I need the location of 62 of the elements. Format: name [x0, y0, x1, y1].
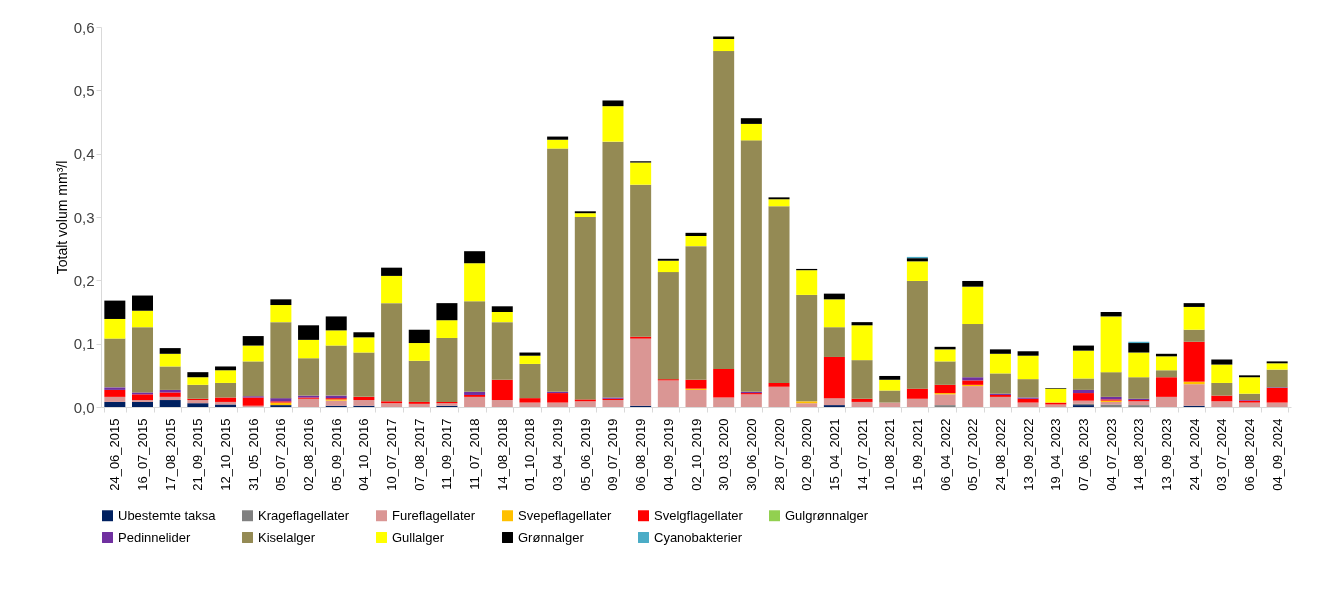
x-tick-label: 14_07_2021 — [854, 418, 870, 491]
x-tick-label: 24_06_2015 — [107, 418, 123, 491]
legend-label: Gulgrønnalger — [785, 507, 869, 523]
legend-label: Grønnalger — [518, 529, 585, 545]
x-tick-label: 31_05_2016 — [245, 418, 261, 491]
legend-label: Svepeflagellater — [518, 507, 612, 523]
x-tick-label: 03_04_2019 — [550, 418, 566, 491]
legend-label: Ubestemte taksa — [118, 507, 217, 523]
x-tick-label: 15_09_2021 — [909, 418, 925, 491]
x-tick-label: 28_07_2020 — [771, 418, 787, 491]
x-tick-label: 11_09_2017 — [439, 418, 455, 490]
legend-label: Pedinnelider — [118, 529, 191, 545]
x-tick-label: 07_06_2023 — [1075, 418, 1091, 491]
x-tick-label: 06_08_2024 — [1241, 418, 1257, 491]
legend-label: Kiselalger — [258, 529, 316, 545]
x-tick-label: 02_09_2020 — [799, 418, 815, 491]
y-tick-label: 0,4 — [73, 145, 95, 163]
x-tick-label: 13_09_2023 — [1158, 418, 1174, 491]
x-tick-label: 17_08_2015 — [162, 418, 178, 491]
x-tick-label: 12_10_2015 — [218, 418, 234, 491]
y-tick-label: 0,2 — [73, 271, 95, 289]
x-tick-label: 06_04_2022 — [937, 418, 953, 491]
legend-label: Fureflagellater — [392, 507, 476, 523]
x-tick-label: 01_10_2018 — [522, 418, 538, 491]
x-tick-label: 24_04_2024 — [1186, 418, 1202, 491]
x-tick-label: 04_09_2019 — [660, 418, 676, 491]
x-tick-label: 30_03_2020 — [716, 418, 732, 491]
x-tick-label: 05_06_2019 — [577, 418, 593, 491]
x-tick-label: 04_09_2024 — [1269, 418, 1285, 491]
x-tick-label: 05_07_2022 — [965, 418, 981, 491]
x-tick-label: 09_07_2019 — [605, 418, 621, 491]
x-tick-label: 04_07_2023 — [1103, 418, 1119, 491]
x-tick-label: 15_04_2021 — [826, 418, 842, 491]
y-tick-label: 0,6 — [73, 18, 95, 36]
x-tick-label: 03_07_2024 — [1214, 418, 1230, 491]
x-tick-label: 11_07_2018 — [467, 418, 483, 490]
legend-label: Cyanobakterier — [654, 529, 743, 545]
y-tick-label: 0,0 — [73, 398, 95, 416]
x-tick-label: 07_08_2017 — [411, 418, 427, 491]
x-tick-label: 16_07_2015 — [135, 418, 151, 491]
x-tick-label: 14_08_2023 — [1131, 418, 1147, 491]
legend-label: Svelgflagellater — [654, 507, 744, 523]
y-tick-label: 0,1 — [73, 335, 95, 353]
x-tick-label: 19_04_2023 — [1048, 418, 1064, 491]
y-tick-label: 0,3 — [73, 208, 95, 226]
x-tick-label: 06_08_2019 — [633, 418, 649, 491]
y-axis-title: Totalt volum mm³/l — [53, 160, 70, 275]
x-tick-label: 10_08_2021 — [882, 418, 898, 491]
legend-label: Gullalger — [392, 529, 445, 545]
x-tick-label: 05_09_2016 — [328, 418, 344, 491]
x-tick-label: 14_08_2018 — [494, 418, 510, 491]
x-tick-label: 02_08_2016 — [301, 418, 317, 491]
x-tick-label: 21_09_2015 — [190, 418, 206, 491]
x-tick-label: 30_06_2020 — [743, 418, 759, 491]
x-tick-label: 10_07_2017 — [384, 418, 400, 491]
x-tick-label: 02_10_2019 — [688, 418, 704, 491]
x-tick-label: 04_10_2016 — [356, 418, 372, 491]
y-tick-label: 0,5 — [73, 81, 95, 99]
x-tick-label: 13_09_2022 — [1020, 418, 1036, 491]
legend-label: Krageflagellater — [258, 507, 350, 523]
x-tick-label: 24_08_2022 — [992, 418, 1008, 491]
x-tick-label: 05_07_2016 — [273, 418, 289, 491]
